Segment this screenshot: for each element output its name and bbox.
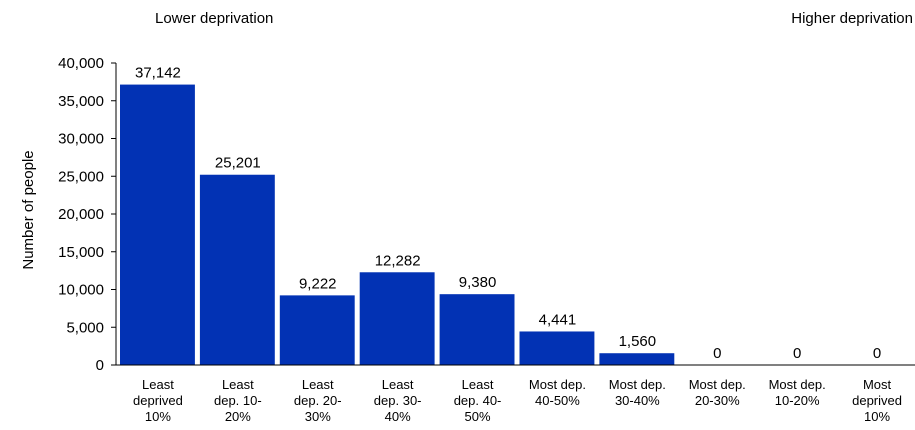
bar-data-label: 4,441: [539, 311, 577, 328]
bar-data-label: 0: [873, 345, 881, 362]
y-tick-label: 15,000: [58, 244, 104, 261]
bar: [519, 331, 595, 365]
higher-deprivation-annotation: Higher deprivation: [791, 10, 913, 27]
x-category-label: Most deprived 10%: [852, 377, 902, 424]
y-axis-title: Number of people: [20, 150, 37, 269]
bar-data-label: 1,560: [619, 333, 657, 350]
x-category-label: Most dep. 30-40%: [609, 377, 666, 408]
bar-data-label: 9,380: [459, 274, 497, 291]
y-tick-label: 10,000: [58, 282, 104, 299]
bar: [199, 174, 275, 365]
bar: [279, 295, 355, 365]
bar-data-label: 9,222: [299, 275, 337, 292]
x-axis: Least deprived 10% Least dep. 10-20% Least dep…: [116, 364, 915, 424]
y-axis: 0 5,000 10,000 15,000 20,000 25,000 30,000 35,0…: [58, 55, 117, 374]
bar-data-label: 0: [713, 345, 721, 362]
bar: [359, 272, 435, 365]
x-category-label: Least dep. 10-20%: [214, 377, 262, 424]
data-labels-group: 37,142 25,201 9,222 12,282 9,380 4,441 1,560 0 0…: [135, 65, 881, 362]
y-tick-label: 25,000: [58, 168, 104, 185]
y-tick-label: 40,000: [58, 55, 104, 72]
bar: [439, 294, 515, 365]
x-category-label: Least deprived 10%: [133, 377, 183, 424]
bar-data-label: 12,282: [375, 252, 421, 269]
y-tick-label: 5,000: [66, 319, 104, 336]
x-category-label: Least dep. 40-50%: [454, 377, 502, 424]
bar: [120, 84, 195, 365]
x-category-label: Most dep. 40-50%: [529, 377, 586, 408]
lower-deprivation-annotation: Lower deprivation: [155, 10, 273, 27]
y-tick-label: 0: [96, 357, 104, 374]
x-category-label: Least dep. 20-30%: [294, 377, 342, 424]
y-tick-label: 20,000: [58, 206, 104, 223]
x-category-label: Least dep. 30-40%: [374, 377, 422, 424]
bar-data-label: 37,142: [135, 65, 181, 82]
bar: [599, 353, 675, 365]
x-category-label: Most dep. 20-30%: [689, 377, 746, 408]
bar-data-label: 0: [793, 345, 801, 362]
bars-group: [120, 84, 675, 365]
bar-data-label: 25,201: [215, 155, 261, 172]
x-category-label: Most dep. 10-20%: [769, 377, 826, 408]
y-tick-label: 35,000: [58, 93, 104, 110]
y-tick-label: 30,000: [58, 131, 104, 148]
